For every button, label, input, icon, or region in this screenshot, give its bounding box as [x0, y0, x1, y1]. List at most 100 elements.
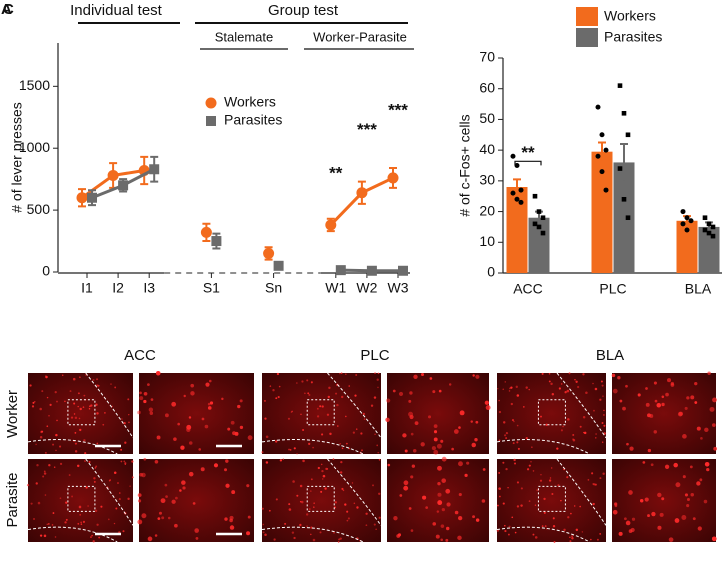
cell — [345, 415, 347, 418]
cell — [457, 535, 462, 541]
cell — [528, 500, 531, 502]
cell — [120, 460, 123, 463]
cell — [190, 383, 195, 388]
panel-label: C — [3, 1, 14, 18]
cell — [581, 531, 584, 533]
cell — [79, 513, 82, 516]
cell — [393, 515, 398, 521]
cell — [262, 531, 265, 534]
cell — [482, 468, 486, 471]
cell — [296, 453, 298, 455]
data-point — [680, 221, 686, 227]
data-point — [536, 224, 542, 230]
cell — [689, 465, 693, 469]
cell — [345, 442, 348, 445]
micrograph — [387, 456, 489, 542]
cell — [457, 515, 463, 521]
cell — [123, 460, 126, 463]
micrograph — [261, 372, 382, 455]
group-label: Group test — [268, 2, 339, 19]
cell — [630, 527, 635, 533]
cell — [346, 510, 349, 513]
cell — [637, 393, 641, 397]
point — [118, 180, 129, 191]
cell — [445, 488, 451, 494]
cell — [699, 478, 703, 482]
cell — [335, 392, 338, 395]
cell — [514, 531, 517, 534]
cell — [87, 505, 89, 507]
cell — [585, 391, 588, 394]
cell — [539, 479, 543, 482]
data-point — [518, 199, 524, 205]
cell — [139, 391, 142, 395]
cell — [543, 497, 546, 501]
cell — [545, 423, 548, 426]
cell — [399, 494, 403, 497]
cell — [579, 505, 581, 508]
cell — [356, 506, 359, 509]
cell — [113, 522, 116, 525]
cell — [432, 522, 437, 526]
cell — [39, 407, 42, 411]
cell — [516, 481, 520, 484]
cell — [617, 376, 621, 380]
cell — [154, 459, 159, 464]
micrograph-bg — [262, 373, 381, 454]
micrograph-bg — [139, 373, 254, 454]
cell — [429, 377, 433, 380]
cell — [224, 468, 228, 472]
cell — [409, 391, 413, 395]
column-label: PLC — [360, 347, 389, 364]
cell — [704, 461, 710, 467]
cell — [569, 536, 571, 539]
cell — [534, 536, 538, 539]
cell — [64, 400, 66, 403]
cell — [279, 459, 283, 462]
cell — [420, 372, 425, 377]
data-point — [532, 221, 538, 227]
cell — [579, 425, 582, 428]
cell — [602, 414, 605, 416]
cell — [137, 410, 141, 415]
cell — [82, 520, 86, 523]
cell — [95, 403, 98, 406]
cell — [39, 436, 43, 439]
cell — [665, 392, 669, 397]
cell — [344, 503, 347, 506]
cell — [560, 499, 562, 502]
cell — [334, 501, 337, 504]
region-outline — [261, 458, 382, 543]
cell — [316, 407, 319, 410]
cell — [410, 529, 414, 532]
cell — [308, 393, 311, 396]
cell — [94, 509, 98, 513]
data-point — [706, 221, 712, 227]
cell — [174, 523, 178, 528]
cell — [42, 475, 45, 478]
cell — [102, 423, 105, 426]
cell — [341, 447, 344, 450]
cell — [526, 468, 530, 471]
cell — [148, 407, 154, 412]
point — [335, 265, 346, 276]
cell — [625, 384, 628, 388]
cell — [177, 422, 181, 426]
cell — [48, 464, 51, 467]
cell — [514, 462, 517, 465]
cell — [510, 386, 513, 389]
cell — [46, 425, 49, 428]
cell — [56, 400, 58, 403]
bar — [506, 187, 528, 273]
cell — [647, 448, 652, 453]
cell — [656, 403, 662, 408]
region-outline — [496, 372, 607, 455]
cell — [80, 523, 83, 525]
cell — [595, 437, 597, 439]
point — [398, 265, 408, 276]
cell — [308, 442, 311, 445]
micrograph — [496, 372, 607, 455]
series-line — [91, 167, 403, 273]
cell — [692, 517, 696, 521]
cell — [475, 420, 479, 424]
